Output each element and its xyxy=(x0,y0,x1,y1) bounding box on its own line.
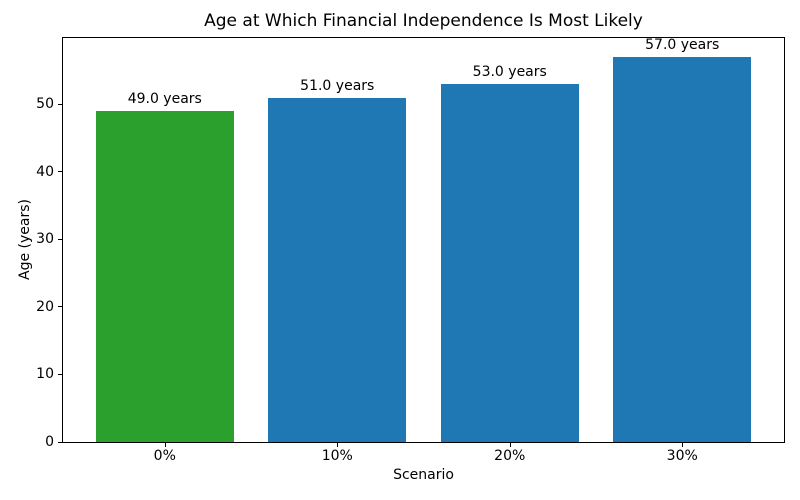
bar-10% xyxy=(268,97,407,442)
bar-30% xyxy=(613,57,752,442)
y-tick-label: 50 xyxy=(36,96,54,113)
y-tick-mark xyxy=(58,103,62,105)
x-tick-mark xyxy=(164,443,166,447)
y-tick-mark xyxy=(58,373,62,375)
y-tick-mark xyxy=(58,306,62,308)
x-tick-mark xyxy=(682,443,684,447)
plot-area: 49.0 years 51.0 years 53.0 years 57.0 years xyxy=(62,37,785,443)
bar-value-label: 57.0 years xyxy=(645,37,720,54)
x-axis-label: Scenario xyxy=(393,467,454,483)
x-tick-label: 0% xyxy=(153,448,176,464)
x-tick-label: 10% xyxy=(321,448,353,464)
bar-value-label: 51.0 years xyxy=(300,77,375,94)
x-tick-mark xyxy=(337,443,339,447)
y-tick-label: 0 xyxy=(45,434,54,450)
bar-value-label: 53.0 years xyxy=(472,64,547,81)
y-tick-mark xyxy=(58,171,62,173)
x-tick-mark xyxy=(509,443,511,447)
y-tick-label: 30 xyxy=(36,231,54,248)
y-tick-mark xyxy=(58,441,62,443)
x-tick-label: 20% xyxy=(494,448,526,464)
y-tick-label: 10 xyxy=(36,366,54,383)
y-tick-label: 40 xyxy=(36,163,54,180)
bar-0% xyxy=(95,111,234,442)
bar-value-label: 49.0 years xyxy=(127,91,202,108)
y-tick-label: 20 xyxy=(36,298,54,315)
chart-title: Age at Which Financial Independence Is M… xyxy=(204,11,643,31)
x-tick-label: 30% xyxy=(666,448,698,464)
y-tick-mark xyxy=(58,238,62,240)
bar-20% xyxy=(440,84,579,442)
